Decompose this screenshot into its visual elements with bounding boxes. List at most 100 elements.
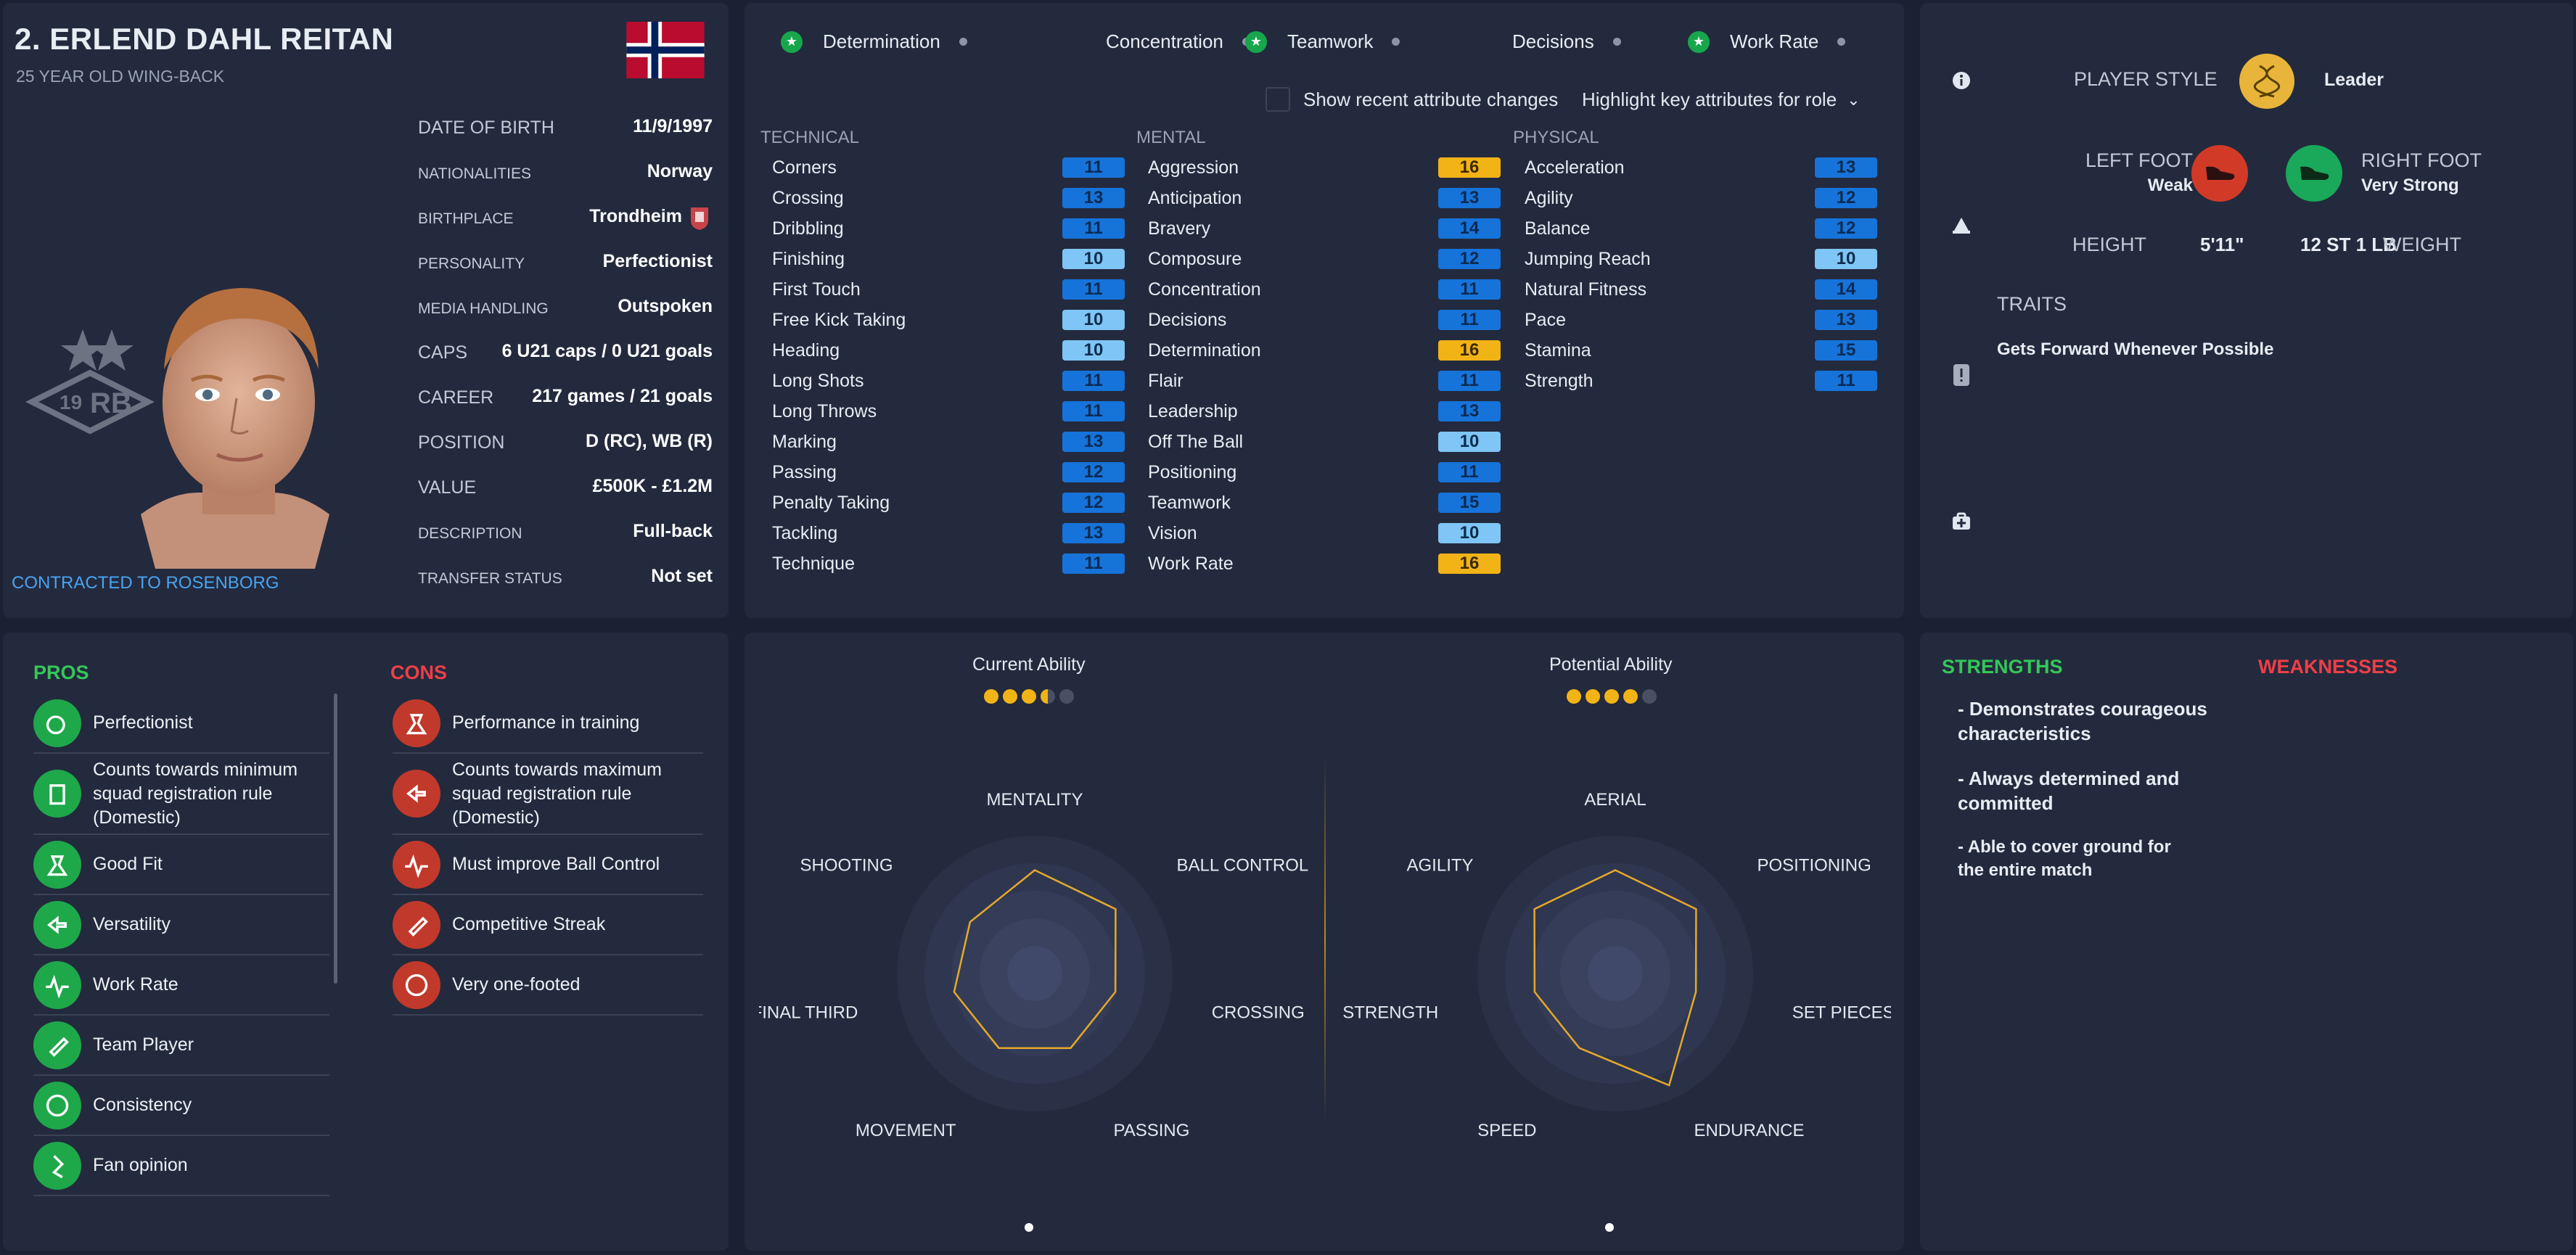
attribute-name[interactable]: Decisions: [1148, 309, 1227, 330]
attribute-name[interactable]: Long Throws: [772, 400, 877, 421]
attribute-name[interactable]: Aggression: [1148, 157, 1239, 178]
attribute-name[interactable]: Balance: [1525, 218, 1591, 239]
attribute-name[interactable]: Pace: [1525, 309, 1566, 330]
strength-item: - Able to cover ground for the entire ma…: [1958, 837, 2171, 880]
ability-star: [1642, 689, 1657, 704]
attribute-name[interactable]: Off The Ball: [1148, 431, 1244, 452]
radar-label: POSITIONING: [1757, 855, 1871, 875]
pro-icon: [33, 1141, 81, 1190]
radar-label: AGILITY: [1407, 855, 1474, 875]
attribute-name[interactable]: Teamwork: [1148, 492, 1231, 513]
attribute-name[interactable]: Long Shots: [772, 370, 864, 391]
show-changes-label[interactable]: Show recent attribute changes: [1303, 89, 1559, 110]
attribute-name[interactable]: Acceleration: [1525, 157, 1625, 178]
pro-item[interactable]: Consistency: [33, 1076, 329, 1136]
radar-label: FINAL THIRD: [759, 1003, 858, 1022]
attribute-name[interactable]: Finishing: [772, 248, 845, 269]
attribute-name[interactable]: Work Rate: [1148, 553, 1234, 574]
key-attribute-item[interactable]: ★ Teamwork: [1245, 30, 1400, 53]
radar-label: BALL CONTROL: [1176, 855, 1308, 875]
pro-item[interactable]: Counts towards minimum squad registratio…: [33, 754, 329, 835]
player-portrait: [112, 275, 358, 569]
pro-item[interactable]: Versatility: [33, 895, 329, 955]
info-value: Outspoken: [618, 296, 713, 316]
attribute-name[interactable]: Passing: [772, 461, 837, 482]
radar-label: SPEED: [1477, 1121, 1536, 1140]
pros-scrollbar[interactable]: [334, 694, 337, 984]
medical-icon[interactable]: [1949, 511, 1974, 535]
con-item[interactable]: Very one-footed: [393, 955, 703, 1016]
attribute-value: 13: [1438, 401, 1501, 421]
page-dot-left[interactable]: [1025, 1223, 1033, 1232]
key-attribute-item[interactable]: Concentration: [1064, 30, 1250, 53]
pro-item[interactable]: Good Fit: [33, 835, 329, 895]
attribute-name[interactable]: Concentration: [1148, 279, 1261, 300]
attribute-name[interactable]: Jumping Reach: [1525, 248, 1651, 269]
attribute-value: 11: [1062, 554, 1125, 574]
attribute-name[interactable]: Corners: [772, 157, 837, 178]
con-item[interactable]: Must improve Ball Control: [393, 835, 703, 895]
club-badge-icon: 19 RB: [17, 315, 163, 438]
pro-icon: [33, 960, 81, 1009]
info-value: D (RC), WB (R): [586, 431, 713, 451]
attribute-name[interactable]: Natural Fitness: [1525, 279, 1647, 300]
attribute-name[interactable]: Determination: [1148, 340, 1261, 361]
dot-icon: [1392, 38, 1400, 46]
star-icon: ★: [1688, 30, 1710, 53]
key-attribute-item[interactable]: ★ Determination: [781, 30, 967, 53]
physical-title: PHYSICAL: [1513, 128, 1599, 147]
attribute-name[interactable]: Free Kick Taking: [772, 309, 906, 330]
con-item[interactable]: Competitive Streak: [393, 895, 703, 955]
pro-item[interactable]: Fan opinion: [33, 1136, 329, 1196]
attribute-name[interactable]: Penalty Taking: [772, 492, 890, 513]
height-value: 5'11": [2200, 234, 2244, 255]
attribute-name[interactable]: First Touch: [772, 279, 861, 300]
weight-label: WEIGHT: [2383, 234, 2461, 255]
report-icon[interactable]: [1949, 363, 1974, 387]
player-style-label: PLAYER STYLE: [2074, 68, 2218, 90]
attribute-name[interactable]: Dribbling: [772, 218, 844, 239]
attribute-name[interactable]: Positioning: [1148, 461, 1237, 482]
bell-icon[interactable]: [1949, 215, 1974, 239]
norway-flag-icon: [620, 22, 710, 78]
info-label: PERSONALITY: [418, 255, 525, 272]
contract-status[interactable]: CONTRACTED TO ROSENBORG: [12, 573, 279, 593]
info-label: CAPS: [418, 342, 468, 363]
ability-star: [1623, 689, 1638, 704]
key-attribute-label: Determination: [823, 30, 940, 52]
attribute-name[interactable]: Technique: [772, 553, 855, 574]
dot-icon: [1837, 38, 1846, 46]
attribute-name[interactable]: Vision: [1148, 522, 1197, 543]
pro-item[interactable]: Perfectionist: [33, 694, 329, 754]
info-icon[interactable]: [1949, 70, 1974, 94]
attribute-value: 13: [1815, 157, 1877, 178]
attribute-value: 13: [1062, 188, 1125, 208]
con-item[interactable]: Performance in training: [393, 694, 703, 754]
attribute-value: 10: [1815, 249, 1877, 269]
attribute-name[interactable]: Agility: [1525, 187, 1573, 208]
page-dot-right[interactable]: [1605, 1223, 1614, 1232]
con-icon: [393, 699, 440, 747]
key-attribute-item[interactable]: ★ Work Rate: [1688, 30, 1846, 53]
attribute-name[interactable]: Composure: [1148, 248, 1242, 269]
attribute-name[interactable]: Stamina: [1525, 340, 1591, 361]
show-changes-checkbox[interactable]: [1266, 87, 1290, 112]
attribute-name[interactable]: Leadership: [1148, 400, 1238, 421]
highlight-role-dropdown[interactable]: Highlight key attributes for role ⌄: [1582, 89, 1861, 111]
radar-label: CROSSING: [1212, 1003, 1305, 1022]
attribute-name[interactable]: Tackling: [772, 522, 838, 543]
attribute-name[interactable]: Flair: [1148, 370, 1184, 391]
attribute-name[interactable]: Strength: [1525, 370, 1593, 391]
strengths-title: STRENGTHS: [1942, 656, 2063, 678]
pro-item[interactable]: Work Rate: [33, 955, 329, 1016]
attribute-name[interactable]: Marking: [772, 431, 837, 452]
con-item[interactable]: Counts towards maximum squad registratio…: [393, 754, 703, 835]
attribute-name[interactable]: Bravery: [1148, 218, 1211, 239]
pro-item[interactable]: Team Player: [33, 1016, 329, 1076]
attribute-name[interactable]: Anticipation: [1148, 187, 1242, 208]
attribute-name[interactable]: Crossing: [772, 187, 844, 208]
info-value: Trondheim: [589, 206, 682, 226]
key-attribute-item[interactable]: Decisions: [1470, 30, 1621, 53]
attribute-value: 12: [1815, 218, 1877, 239]
attribute-name[interactable]: Heading: [772, 340, 840, 361]
